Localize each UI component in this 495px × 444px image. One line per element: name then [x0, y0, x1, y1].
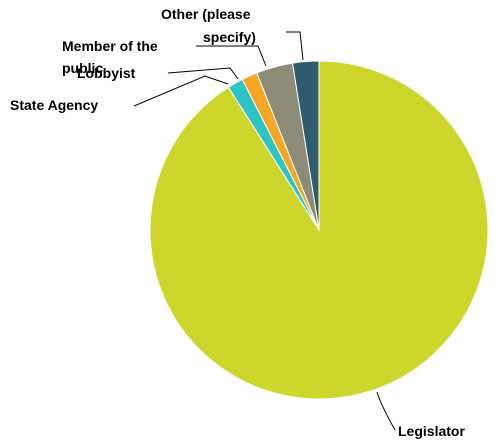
- leader-line-state-agency: [133, 75, 229, 107]
- label-member-line2: public: [62, 60, 103, 76]
- pie-slice-legislator: [149, 60, 489, 400]
- label-lobbyist: Lobbyist: [77, 65, 136, 81]
- leader-line-lobbyist: [167, 67, 239, 80]
- leader-line-member: [196, 45, 267, 67]
- pie-slices: [149, 60, 489, 400]
- label-legislator: Legislator: [398, 423, 465, 439]
- leader-line-other: [286, 31, 304, 61]
- label-other-line1: Other (please: [161, 6, 251, 22]
- pie-slice-other-please-specify: [291, 60, 320, 231]
- label-state-agency: State Agency: [10, 97, 98, 113]
- label-other-line2: specify): [203, 29, 256, 45]
- leader-line-legislator: [376, 391, 396, 431]
- label-member-line1: Member of the: [62, 38, 158, 54]
